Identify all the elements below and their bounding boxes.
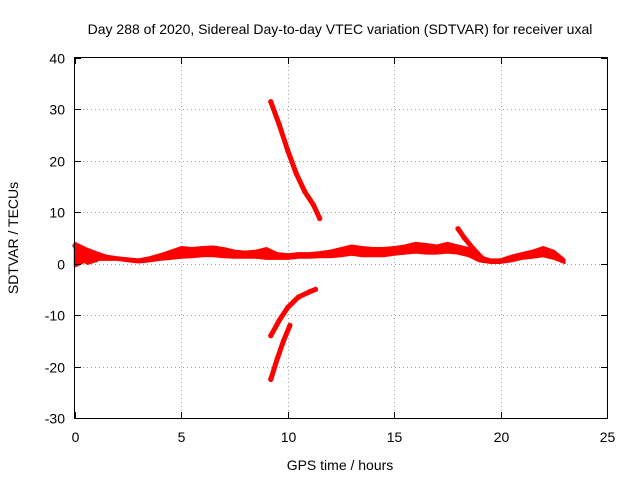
y-tick-label: -10 (45, 308, 65, 324)
x-tick-label: 0 (72, 429, 80, 445)
data-point (268, 376, 274, 382)
y-tick-label: 40 (49, 51, 65, 67)
data-point (310, 202, 316, 208)
series-main-band (73, 241, 566, 268)
data-point (478, 254, 484, 261)
data-layer (72, 99, 566, 382)
y-tick-label: 0 (57, 257, 65, 273)
data-point (276, 317, 282, 323)
data-point (78, 256, 84, 262)
grid (75, 58, 607, 418)
series-spike-18 (455, 226, 484, 260)
y-tick-label: 20 (49, 154, 65, 170)
plot-frame (74, 57, 608, 419)
data-point (268, 333, 274, 339)
data-point (455, 226, 461, 232)
y-tick-label: 10 (49, 205, 65, 221)
data-point (287, 322, 293, 328)
chart-title: Day 288 of 2020, Sidereal Day-to-day VTE… (88, 21, 593, 37)
x-tick-label: 15 (387, 429, 403, 445)
y-tick-label: -30 (45, 411, 65, 427)
data-point (85, 259, 91, 265)
series-dip-start (72, 243, 99, 265)
x-tick-label: 25 (600, 429, 616, 445)
data-point (295, 294, 301, 300)
series-arc-upper (268, 99, 323, 221)
data-point (276, 122, 282, 128)
data-point (306, 289, 312, 295)
data-point (268, 99, 274, 105)
ticks: 0 5 10 15 20 25 -30 -20 -10 0 10 20 30 40 (45, 51, 616, 446)
data-point (274, 356, 280, 362)
data-point (293, 171, 299, 177)
y-tick-label: -20 (45, 360, 65, 376)
data-point (302, 189, 308, 195)
data-point (285, 304, 291, 310)
x-tick-label: 20 (494, 429, 510, 445)
series-arc-lower-2 (268, 322, 293, 382)
data-point (312, 286, 319, 292)
data-point (317, 215, 323, 222)
data-point (461, 235, 467, 241)
y-tick-label: 30 (49, 102, 65, 118)
data-point (280, 338, 287, 344)
x-axis-title: GPS time / hours (287, 457, 394, 473)
x-tick-label: 10 (281, 429, 297, 445)
data-point (285, 148, 291, 154)
y-axis-title: SDTVAR / TECUs (5, 182, 21, 294)
x-tick-label: 5 (178, 429, 186, 445)
series-arc-lower-1 (268, 286, 318, 339)
data-point (470, 245, 476, 251)
data-point (93, 257, 99, 263)
